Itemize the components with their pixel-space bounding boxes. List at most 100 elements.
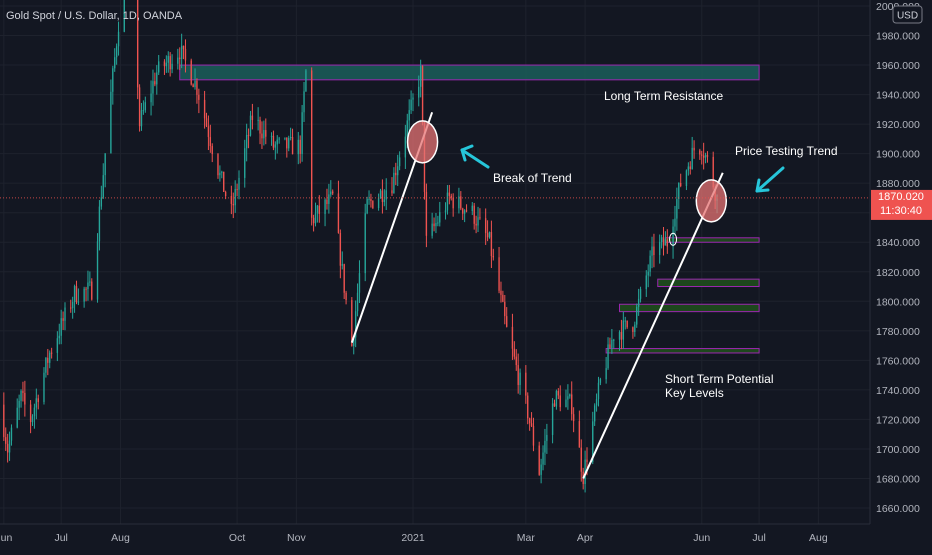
candle (366, 196, 368, 215)
candle (528, 417, 531, 431)
candle (221, 170, 223, 179)
time-tick-label: Jun (0, 532, 12, 544)
candle (435, 213, 437, 234)
candle (286, 137, 288, 158)
trendline (582, 172, 724, 479)
candle (506, 307, 508, 328)
candle (462, 207, 464, 221)
time-axis-ticks: Jun Jul Aug Oct Nov 2021 Mar Apr Jun Jul Aug (0, 532, 828, 544)
candle (50, 347, 53, 359)
candle (83, 286, 85, 308)
candle (223, 171, 225, 193)
candle (31, 414, 34, 427)
currency-badge[interactable] (892, 5, 923, 24)
candle (85, 286, 87, 302)
candle (24, 380, 26, 417)
candle (163, 59, 166, 75)
candle (37, 394, 39, 410)
candle (465, 204, 468, 213)
price-tick-label: 1800.000 (876, 296, 920, 308)
candle (332, 189, 334, 196)
candle (519, 368, 521, 395)
candle (150, 80, 152, 116)
candle (98, 200, 101, 251)
candle (177, 48, 179, 70)
candle (460, 191, 462, 211)
candle (169, 52, 171, 77)
candle (498, 246, 500, 294)
candle (660, 234, 663, 249)
candle (473, 202, 475, 230)
candle (184, 39, 187, 73)
candle (291, 128, 294, 155)
candle (452, 193, 454, 217)
highlight-circle (406, 120, 439, 164)
last-price-badge-bg (871, 189, 932, 220)
candle (484, 208, 487, 245)
candle (47, 348, 49, 376)
candle (289, 127, 292, 141)
candle (702, 142, 705, 170)
candle (701, 150, 703, 165)
label-price-testing-trend: Price Testing Trend (735, 144, 838, 158)
candle (171, 54, 173, 74)
candle (247, 128, 250, 149)
candle (211, 143, 213, 163)
candle (156, 65, 158, 95)
chart-title: Gold Spot / U.S. Dollar, 1D, OANDA (6, 10, 183, 22)
candle (62, 311, 64, 330)
candle (351, 297, 353, 347)
candle (637, 288, 640, 316)
candle (680, 173, 682, 188)
candle (645, 270, 647, 297)
candle (513, 341, 516, 360)
price-axis[interactable] (870, 0, 932, 550)
candle (691, 136, 693, 170)
candle (632, 326, 634, 339)
candle (385, 178, 387, 210)
candle (693, 140, 695, 159)
candle (676, 187, 678, 231)
candle (144, 96, 147, 113)
candle (685, 169, 688, 191)
candle (45, 357, 47, 378)
candle (265, 118, 267, 145)
label-break-of-trend: Break of Trend (493, 171, 572, 185)
candle (312, 214, 315, 232)
price-tick-label: 1960.000 (876, 60, 920, 72)
candle (649, 250, 651, 277)
zone-long-term-resistance (179, 64, 760, 81)
last-price-badge: 1870.020 11:30:40 (871, 189, 932, 220)
candle (372, 200, 374, 210)
candle (626, 320, 628, 329)
candle (439, 201, 441, 227)
candle (678, 182, 680, 210)
time-tick-label: Jul (54, 532, 67, 544)
candle (431, 212, 433, 239)
candle (425, 183, 428, 248)
candle (343, 263, 345, 300)
candle (706, 151, 709, 163)
candle (404, 124, 407, 169)
candle (230, 185, 233, 215)
candle (16, 398, 18, 429)
candle (337, 180, 340, 234)
candle (565, 389, 567, 408)
candle (639, 286, 642, 303)
candle (29, 400, 32, 434)
time-axis[interactable] (0, 524, 932, 550)
candle (397, 154, 399, 186)
candle (278, 136, 280, 144)
candle (100, 185, 103, 210)
candle (110, 79, 112, 154)
candle (634, 321, 636, 337)
candle (704, 152, 707, 164)
candle (471, 202, 473, 216)
candle (651, 236, 653, 269)
candle (136, 0, 139, 100)
candle (179, 47, 181, 71)
zone-key-level (619, 303, 760, 313)
candle (463, 209, 466, 223)
